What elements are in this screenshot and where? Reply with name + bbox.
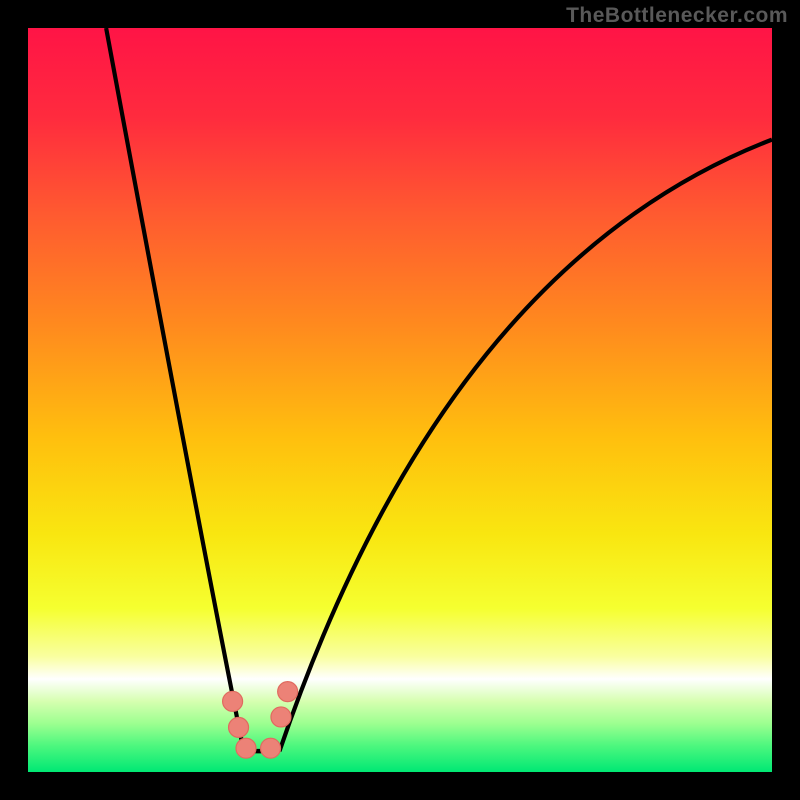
data-marker xyxy=(236,738,256,758)
data-marker xyxy=(261,738,281,758)
data-marker xyxy=(223,691,243,711)
gradient-background xyxy=(28,28,772,772)
data-marker xyxy=(271,707,291,727)
data-marker xyxy=(278,682,298,702)
bottleneck-chart xyxy=(0,0,800,800)
watermark-label: TheBottlenecker.com xyxy=(566,4,788,28)
data-marker xyxy=(229,717,249,737)
